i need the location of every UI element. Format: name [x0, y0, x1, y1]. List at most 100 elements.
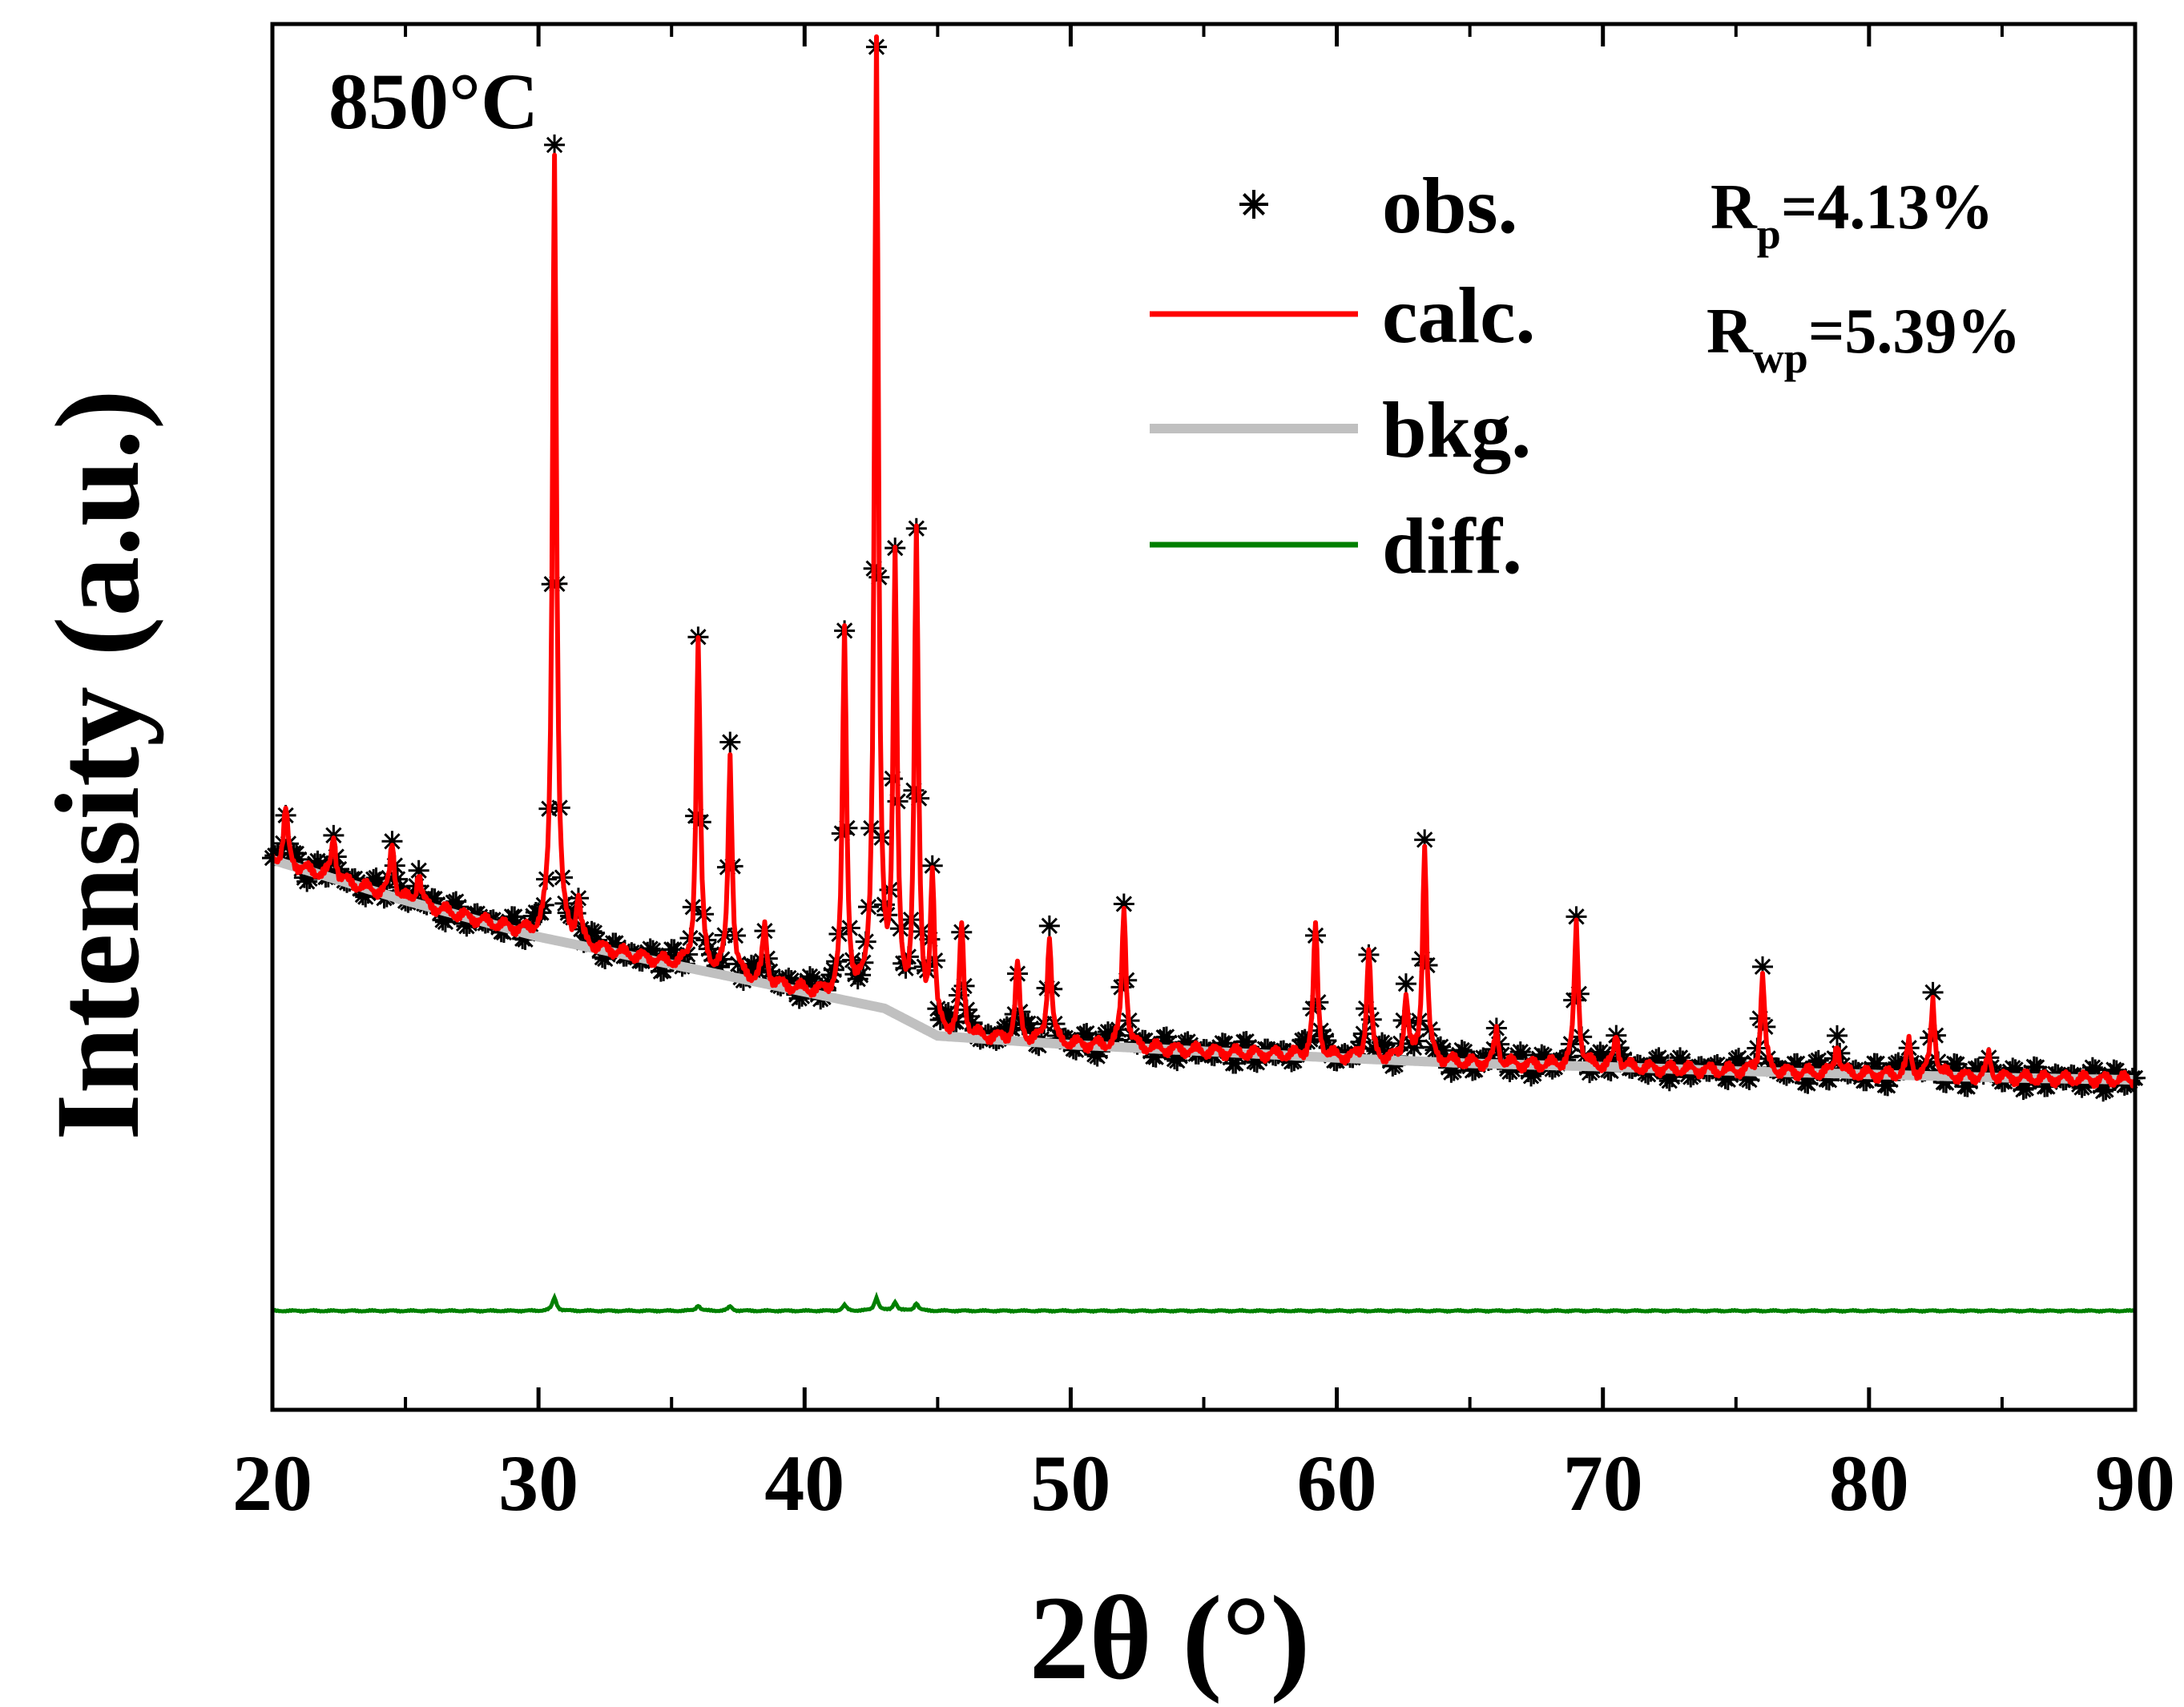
legend-item-calc: calc. [1150, 271, 1536, 360]
annotation-rwp: Rwp=5.39% [1707, 296, 2021, 382]
bkg-line [271, 855, 2135, 1085]
calc-line [270, 34, 2138, 1089]
obs-point [1449, 1044, 1470, 1065]
obs-point [959, 1005, 981, 1027]
obs-point [1283, 1050, 1305, 1072]
obs-point [1414, 829, 1436, 851]
legend-item-diff: diff. [1150, 501, 1522, 590]
obs-point [1946, 1053, 1968, 1075]
legend-label: diff. [1382, 501, 1522, 590]
obs-point [1614, 1049, 1635, 1070]
obs-point [961, 1012, 983, 1033]
obs-point [1086, 1045, 1108, 1067]
obs-point [506, 912, 528, 934]
obs-point [653, 960, 675, 981]
obs-point [2015, 1077, 2037, 1099]
obs-point [1866, 1053, 1888, 1074]
plot-area [262, 34, 2146, 1314]
obs-point [1374, 1034, 1396, 1056]
obs-point [1318, 1037, 1340, 1058]
obs-point [1682, 1064, 1704, 1085]
obs-point [2026, 1057, 2048, 1078]
annotation-subscript: wp [1753, 334, 1808, 382]
obs-point [1533, 1045, 1555, 1067]
obs-point [514, 928, 536, 950]
obs-point [1856, 1070, 1877, 1092]
obs-point [381, 831, 403, 852]
obs-point [1089, 1041, 1110, 1062]
obs-point [945, 1011, 967, 1033]
legend-item-bkg: bkg. [1150, 385, 1531, 474]
obs-point [1936, 1072, 1957, 1093]
legend-label: calc. [1382, 271, 1536, 360]
obs-point [1880, 1069, 1901, 1091]
obs-point [389, 876, 411, 898]
obs-point [1156, 1026, 1177, 1048]
obs-point [850, 964, 872, 986]
obs-point [299, 868, 320, 889]
obs-point [1827, 1025, 1848, 1046]
legend: obs. calc. bkg. diff. [1150, 161, 1536, 590]
obs-point [1078, 1028, 1100, 1049]
obs-point [1592, 1045, 1614, 1066]
obs-point [309, 853, 331, 875]
chart-title: 850°C [328, 57, 538, 146]
obs-point [1797, 1073, 1819, 1094]
obs-point [1350, 1031, 1372, 1053]
obs-point [1523, 1063, 1545, 1085]
obs-point [434, 911, 456, 932]
obs-point [820, 964, 842, 985]
x-tick-label: 40 [764, 1439, 844, 1528]
obs-point [791, 985, 812, 1007]
obs-point [323, 824, 345, 846]
obs-point [583, 922, 605, 944]
obs-point [1799, 1067, 1821, 1089]
obs-point [780, 970, 802, 992]
x-tick-label: 20 [232, 1439, 312, 1528]
obs-point [1752, 956, 1773, 977]
obs-point [387, 868, 409, 890]
obs-point [1731, 1052, 1752, 1073]
obs-point [458, 912, 480, 934]
obs-point [709, 956, 730, 978]
obs-point [437, 907, 459, 928]
annotations: Rp=4.13% Rwp=5.39% [1707, 172, 2021, 382]
obs-point [818, 971, 840, 992]
annotation-symbol: R [1711, 172, 1758, 243]
obs-point [1316, 1030, 1337, 1052]
obs-point [575, 931, 597, 952]
obs-point [1819, 1069, 1840, 1091]
x-tick-label: 60 [1297, 1439, 1377, 1528]
annotation-rp: Rp=4.13% [1711, 172, 1993, 258]
obs-point [1113, 893, 1134, 915]
obs-point [1105, 1029, 1126, 1051]
obs-point [1465, 1059, 1486, 1081]
obs-point [2037, 1076, 2058, 1097]
legend-asterisk-icon [1239, 190, 1268, 219]
legend-label: bkg. [1382, 385, 1531, 474]
obs-point [586, 929, 608, 951]
obs-point [1395, 973, 1416, 995]
obs-point [285, 843, 307, 864]
legend-label: obs. [1382, 161, 1518, 250]
obs-point [448, 896, 469, 918]
obs-point [1948, 1061, 1970, 1082]
obs-point [663, 939, 685, 960]
annotation-symbol: R [1707, 296, 1754, 367]
obs-point [2095, 1079, 2117, 1101]
obs-point [1020, 1018, 1042, 1040]
obs-point [1807, 1049, 1829, 1071]
obs-point [424, 888, 445, 910]
obs-point [365, 868, 387, 889]
obs-point [727, 953, 749, 975]
obs-point [1438, 1057, 1460, 1078]
obs-point [2089, 1075, 2111, 1097]
axes: 20 30 40 50 60 70 80 90 [232, 22, 2175, 1528]
obs-point [1648, 1047, 1670, 1069]
obs-point [1739, 1069, 1760, 1091]
obs-point [1728, 1047, 1750, 1069]
obs-point [368, 872, 389, 894]
obs-point [2105, 1060, 2127, 1081]
